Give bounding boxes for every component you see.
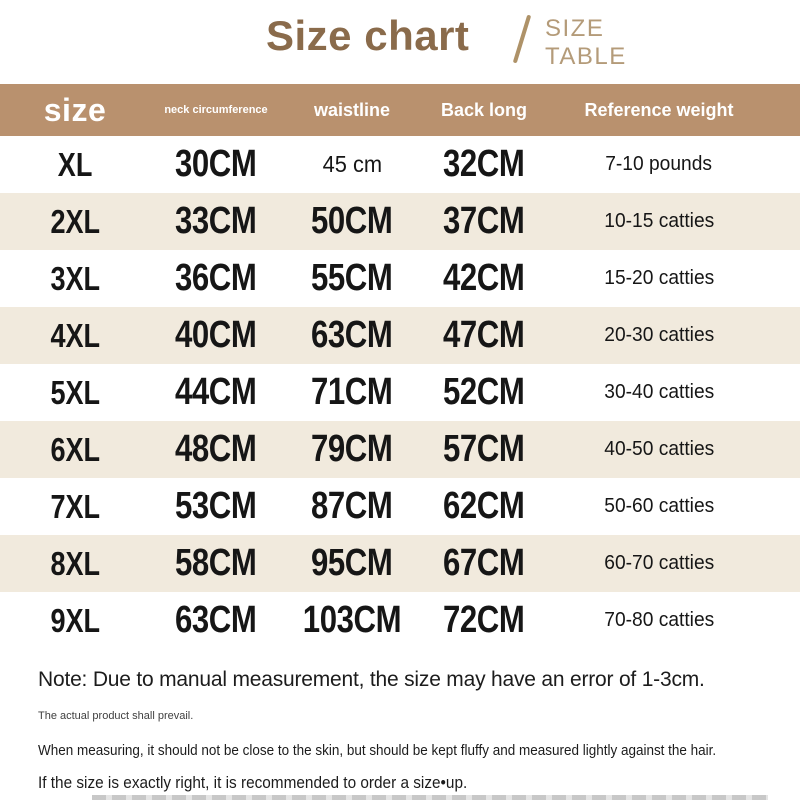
column-header-back: Back long <box>440 99 528 120</box>
cell-size: XL <box>57 145 93 183</box>
cell-size: 2XL <box>50 202 100 240</box>
cell-size: 7XL <box>50 487 100 525</box>
cell-neck: 48CM <box>175 428 257 470</box>
cell-size: 5XL <box>50 373 100 411</box>
cell-neck: 53CM <box>175 485 257 527</box>
cell-size: 4XL <box>50 316 100 354</box>
cell-waist: 95CM <box>311 542 393 584</box>
cell-neck: 58CM <box>175 542 257 584</box>
column-header-weight: Reference weight <box>584 99 734 120</box>
cell-waist: 87CM <box>311 485 393 527</box>
table-header-row: size neck circumference waistline Back l… <box>0 84 800 136</box>
note-main: Note: Due to manual measurement, the siz… <box>38 668 705 691</box>
table-row: 2XL 33CM 50CM 37CM 10-15 catties <box>0 193 800 250</box>
subtitle: SIZE TABLE <box>545 15 627 71</box>
cell-waist: 103CM <box>302 599 402 641</box>
cell-waist: 63CM <box>311 314 393 356</box>
note-measuring: When measuring, it should not be close t… <box>38 743 717 759</box>
cell-neck: 36CM <box>175 257 257 299</box>
cell-neck: 40CM <box>175 314 257 356</box>
table-row: 4XL 40CM 63CM 47CM 20-30 catties <box>0 307 800 364</box>
cell-waist: 55CM <box>311 257 393 299</box>
note-disclaimer: The actual product shall prevail. <box>38 710 194 722</box>
cell-weight: 30-40 catties <box>604 381 714 403</box>
table-row: 5XL 44CM 71CM 52CM 30-40 catties <box>0 364 800 421</box>
cell-size: 3XL <box>50 259 100 297</box>
subtitle-line1: SIZE <box>545 15 605 42</box>
page-title: Size chart <box>266 12 470 59</box>
cell-weight: 15-20 catties <box>604 267 714 289</box>
table-row: 3XL 36CM 55CM 42CM 15-20 catties <box>0 250 800 307</box>
cell-size: 8XL <box>50 544 100 582</box>
note-size-up: If the size is exactly right, it is reco… <box>38 774 468 792</box>
column-header-size: size <box>43 91 107 128</box>
cell-size: 9XL <box>50 601 100 639</box>
cell-weight: 20-30 catties <box>604 324 714 346</box>
cell-size: 6XL <box>50 430 100 468</box>
footer-notes: Note: Due to manual measurement, the siz… <box>38 668 783 793</box>
cropped-bottom-bar <box>92 795 768 800</box>
cell-weight: 10-15 catties <box>604 210 714 232</box>
cell-back: 62CM <box>443 485 525 527</box>
column-header-neck: neck circumference <box>164 104 268 116</box>
cell-weight: 40-50 catties <box>604 438 714 460</box>
cell-weight: 60-70 catties <box>604 552 714 574</box>
cell-weight: 70-80 catties <box>604 609 714 631</box>
cell-waist: 50CM <box>311 200 393 242</box>
cell-waist: 71CM <box>311 371 393 413</box>
column-header-waist: waistline <box>313 99 391 120</box>
divider-slash <box>512 14 532 64</box>
table-row: XL 30CM 45 cm 32CM 7-10 pounds <box>0 136 800 193</box>
cell-weight: 7-10 pounds <box>605 153 713 175</box>
cell-back: 47CM <box>443 314 525 356</box>
subtitle-line2: TABLE <box>545 43 627 70</box>
cell-neck: 30CM <box>175 143 257 185</box>
cell-back: 37CM <box>443 200 525 242</box>
table-row: 6XL 48CM 79CM 57CM 40-50 catties <box>0 421 800 478</box>
cell-back: 72CM <box>443 599 525 641</box>
cell-neck: 33CM <box>175 200 257 242</box>
table-row: 7XL 53CM 87CM 62CM 50-60 catties <box>0 478 800 535</box>
table-row: 8XL 58CM 95CM 67CM 60-70 catties <box>0 535 800 592</box>
cell-back: 52CM <box>443 371 525 413</box>
cell-neck: 44CM <box>175 371 257 413</box>
cell-back: 32CM <box>443 143 525 185</box>
cell-neck: 63CM <box>175 599 257 641</box>
size-table: size neck circumference waistline Back l… <box>0 84 800 649</box>
cell-waist: 79CM <box>311 428 393 470</box>
title-bar: Size chart SIZE TABLE <box>0 0 800 84</box>
cell-back: 57CM <box>443 428 525 470</box>
cell-waist: 45 cm <box>322 151 382 177</box>
cell-back: 42CM <box>443 257 525 299</box>
table-row: 9XL 63CM 103CM 72CM 70-80 catties <box>0 592 800 649</box>
cell-back: 67CM <box>443 542 525 584</box>
cell-weight: 50-60 catties <box>604 495 714 517</box>
